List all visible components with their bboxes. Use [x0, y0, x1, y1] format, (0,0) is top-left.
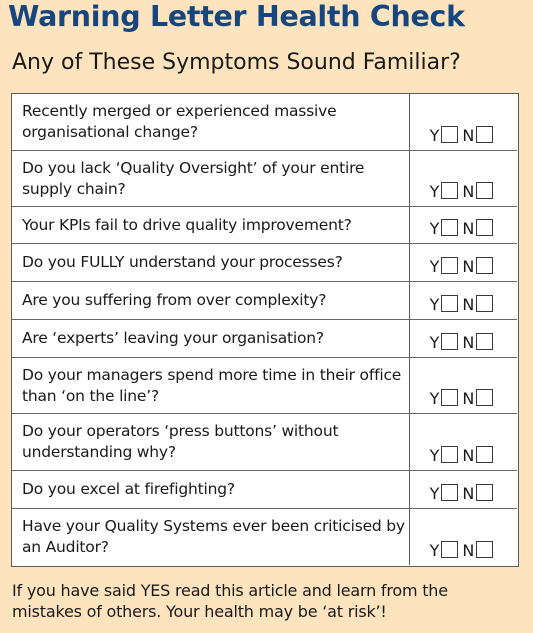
no-checkbox[interactable] [476, 446, 494, 463]
yes-checkbox[interactable] [441, 295, 459, 312]
yes-checkbox[interactable] [441, 126, 459, 143]
question-text: Your KPIs fail to drive quality improvem… [12, 207, 410, 243]
checklist-row: Do your operators ‘press buttons’ withou… [12, 414, 517, 471]
yes-label: Y [429, 182, 440, 201]
no-checkbox[interactable] [476, 126, 494, 143]
no-label: N [462, 295, 475, 314]
page-title: Warning Letter Health Check [8, 0, 465, 33]
no-checkbox[interactable] [476, 484, 494, 501]
no-checkbox[interactable] [476, 295, 494, 312]
yes-label: Y [429, 541, 440, 560]
no-checkbox[interactable] [476, 541, 494, 558]
yes-label: Y [429, 446, 440, 465]
checklist-row: Have your Quality Systems ever been crit… [12, 509, 517, 565]
question-text: Do you FULLY understand your processes? [12, 244, 410, 281]
no-label: N [462, 446, 475, 465]
symptom-checklist: Recently merged or experienced massive o… [11, 93, 519, 567]
checklist-row: Are you suffering from over complexity? … [12, 282, 517, 320]
question-text: Do you excel at firefighting? [12, 471, 410, 508]
no-label: N [462, 182, 475, 201]
question-text: Do your operators ‘press buttons’ withou… [12, 414, 410, 470]
yes-label: Y [429, 126, 440, 145]
yes-checkbox[interactable] [441, 446, 459, 463]
checklist-row: Do you lack ‘Quality Oversight’ of your … [12, 151, 517, 207]
no-label: N [462, 126, 475, 145]
no-label: N [462, 541, 475, 560]
yes-checkbox[interactable] [441, 484, 459, 501]
yes-label: Y [429, 295, 440, 314]
no-label: N [462, 484, 475, 503]
checklist-row: Do your managers spend more time in thei… [12, 358, 517, 414]
checklist-row: Do you FULLY understand your processes? … [12, 244, 517, 282]
no-label: N [462, 257, 475, 276]
no-label: N [462, 333, 475, 352]
page-subtitle: Any of These Symptoms Sound Familiar? [12, 50, 461, 75]
yes-checkbox[interactable] [441, 219, 459, 236]
yes-checkbox[interactable] [441, 333, 459, 350]
checklist-row: Your KPIs fail to drive quality improvem… [12, 207, 517, 244]
footer-note: If you have said YES read this article a… [12, 581, 448, 621]
checklist-row: Recently merged or experienced massive o… [12, 94, 517, 151]
yes-label: Y [429, 333, 440, 352]
checklist-row: Are ‘experts’ leaving your organisation?… [12, 320, 517, 358]
no-checkbox[interactable] [476, 182, 494, 199]
question-text: Recently merged or experienced massive o… [12, 94, 410, 150]
question-text: Have your Quality Systems ever been crit… [12, 509, 410, 565]
yes-label: Y [429, 257, 440, 276]
yes-checkbox[interactable] [441, 182, 459, 199]
no-label: N [462, 389, 475, 408]
question-text: Are ‘experts’ leaving your organisation? [12, 320, 410, 357]
no-checkbox[interactable] [476, 389, 494, 406]
yes-checkbox[interactable] [441, 389, 459, 406]
question-text: Do you lack ‘Quality Oversight’ of your … [12, 151, 410, 206]
no-checkbox[interactable] [476, 219, 494, 236]
no-checkbox[interactable] [476, 333, 494, 350]
no-checkbox[interactable] [476, 257, 494, 274]
yes-label: Y [429, 484, 440, 503]
question-text: Are you suffering from over complexity? [12, 282, 410, 319]
yes-label: Y [429, 219, 440, 238]
yes-label: Y [429, 389, 440, 408]
yes-checkbox[interactable] [441, 541, 459, 558]
no-label: N [462, 219, 475, 238]
yes-checkbox[interactable] [441, 257, 459, 274]
question-text: Do your managers spend more time in thei… [12, 358, 410, 413]
